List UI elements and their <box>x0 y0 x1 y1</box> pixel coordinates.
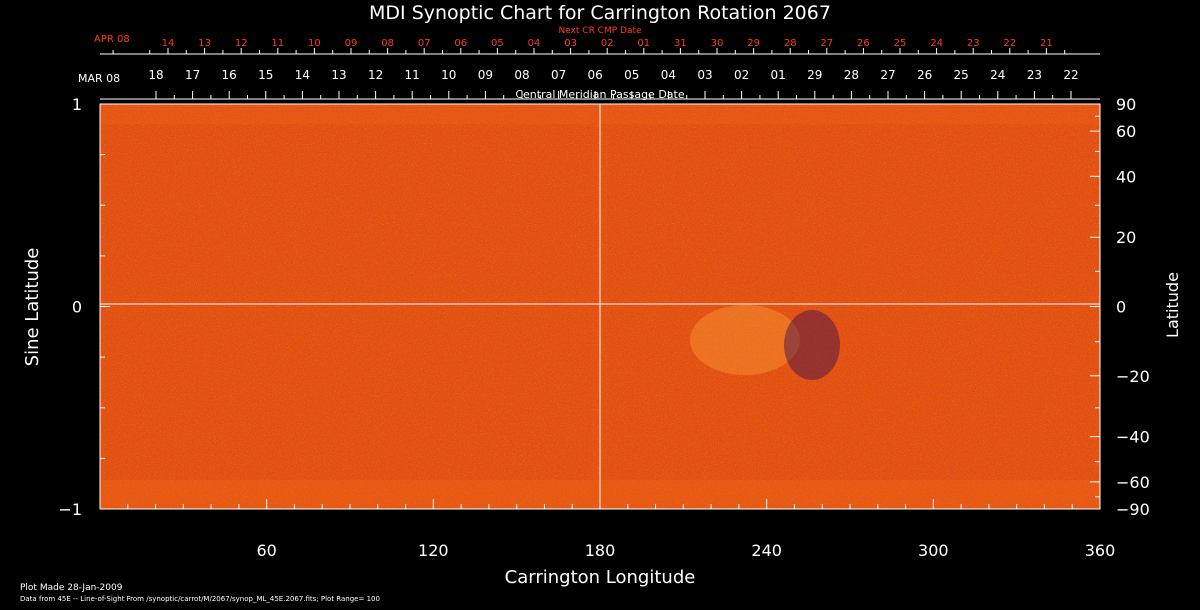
cmp-date-label: 22 <box>1063 68 1078 82</box>
cmp-date-label: 17 <box>185 68 200 82</box>
cmp-date-label: 18 <box>148 68 163 82</box>
cmp-date-label: 02 <box>734 68 749 82</box>
next-cr-date-label: 23 <box>967 38 980 49</box>
next-cr-date-label: 05 <box>491 38 504 49</box>
cmp-date-label: 07 <box>551 68 566 82</box>
y-right-tick-label: −20 <box>1116 367 1150 386</box>
y-right-tick-label: −60 <box>1116 473 1150 492</box>
x-tick-label: 180 <box>585 541 616 560</box>
next-cr-date-label: 29 <box>747 38 760 49</box>
y-left-tick-label: −1 <box>58 500 82 519</box>
x-tick-label: 300 <box>918 541 949 560</box>
next-cr-date-label: 06 <box>454 38 467 49</box>
cmp-label: Central Meridian Passage Date <box>515 88 684 101</box>
left-y-axis-label: Sine Latitude <box>22 248 43 367</box>
cmp-date-label: 12 <box>368 68 383 82</box>
right-y-axis-label: Latitude <box>1163 272 1182 338</box>
left-y-axis-ticks: 1 0 −1 <box>58 95 110 519</box>
next-cr-date-label: 02 <box>601 38 614 49</box>
next-cr-date-label: 27 <box>820 38 833 49</box>
next-cr-date-label: 31 <box>674 38 687 49</box>
next-cr-date-label: 25 <box>894 38 907 49</box>
next-cr-date-label: 21 <box>1040 38 1053 49</box>
next-cr-date-label: 13 <box>198 38 211 49</box>
cmp-date-label: 15 <box>258 68 273 82</box>
cmp-date-label: 01 <box>771 68 786 82</box>
cmp-date-label: 27 <box>880 68 895 82</box>
next-cr-ticks: 14 13 12 11 10 09 08 07 06 05 04 03 02 01 31 30 29 28 27 26… <box>112 38 1066 54</box>
chart-title: MDI Synoptic Chart for Carrington Rotati… <box>369 2 831 24</box>
next-cr-date-label: 12 <box>235 38 248 49</box>
cmp-ticks: 18 17 16 15 14 13 12 11 10 09 08 07 06 05 04 03 02 01 29 28… <box>148 68 1079 99</box>
cmp-date-label: 10 <box>441 68 456 82</box>
cmp-date-label: 26 <box>917 68 932 82</box>
y-left-tick-label: 0 <box>72 298 82 317</box>
bright-region <box>690 305 800 375</box>
next-cr-date-label: 07 <box>418 38 431 49</box>
cmp-date-label: 28 <box>844 68 859 82</box>
next-cr-date-label: 28 <box>784 38 797 49</box>
cmp-date-label: 08 <box>514 68 529 82</box>
cmp-date-label: 16 <box>222 68 237 82</box>
dark-region <box>784 310 840 380</box>
next-cr-date-label: 04 <box>528 38 541 49</box>
data-source-note: Data from 45E -- Line-of-Sight From /syn… <box>20 595 380 603</box>
cmp-date-label: 03 <box>697 68 712 82</box>
x-tick-label: 60 <box>256 541 276 560</box>
cmp-month: MAR 08 <box>78 72 120 85</box>
next-cr-date-label: 08 <box>381 38 394 49</box>
cmp-date-label: 11 <box>405 68 420 82</box>
x-tick-label: 360 <box>1085 541 1116 560</box>
next-cr-date-label: 03 <box>564 38 577 49</box>
x-tick-label: 120 <box>418 541 449 560</box>
cmp-date-label: 14 <box>295 68 310 82</box>
next-cr-label: Next CR CMP Date <box>558 26 642 36</box>
y-right-tick-label: 90 <box>1116 95 1136 114</box>
y-right-tick-label: 60 <box>1116 122 1136 141</box>
next-cr-date-label: 11 <box>271 38 284 49</box>
next-cr-date-label: 14 <box>162 38 175 49</box>
right-y-axis-ticks: 90 60 40 20 0 −20 −40 −60 −90 <box>1090 95 1150 519</box>
cmp-date-label: 06 <box>588 68 603 82</box>
cmp-date-label: 24 <box>990 68 1005 82</box>
next-cr-date-label: 26 <box>857 38 870 49</box>
y-right-tick-label: −90 <box>1116 500 1150 519</box>
cmp-date-label: 29 <box>807 68 822 82</box>
next-cr-date-label: 10 <box>308 38 321 49</box>
y-right-tick-label: −40 <box>1116 428 1150 447</box>
next-cr-date-label: 24 <box>930 38 943 49</box>
cmp-date-label: 13 <box>331 68 346 82</box>
next-cr-date-label: 09 <box>345 38 358 49</box>
next-cr-date-label: 01 <box>637 38 650 49</box>
next-cr-date-label: 30 <box>711 38 724 49</box>
cmp-date-label: 05 <box>624 68 639 82</box>
x-axis-ticks: 60 120 180 240 300 360 <box>127 499 1116 560</box>
plot-made-note: Plot Made 28-Jan-2009 <box>20 583 123 593</box>
cmp-date-label: 23 <box>1027 68 1042 82</box>
cmp-date-label: 25 <box>954 68 969 82</box>
x-tick-label: 240 <box>751 541 782 560</box>
y-right-tick-label: 0 <box>1116 298 1126 317</box>
cmp-date-label: 09 <box>478 68 493 82</box>
next-cr-month: APR 08 <box>94 34 130 45</box>
x-axis-label: Carrington Longitude <box>505 567 696 588</box>
y-left-tick-label: 1 <box>72 95 82 114</box>
y-right-tick-label: 20 <box>1116 228 1136 247</box>
next-cr-date-label: 22 <box>1003 38 1016 49</box>
y-right-tick-label: 40 <box>1116 167 1136 186</box>
cmp-date-label: 04 <box>661 68 676 82</box>
